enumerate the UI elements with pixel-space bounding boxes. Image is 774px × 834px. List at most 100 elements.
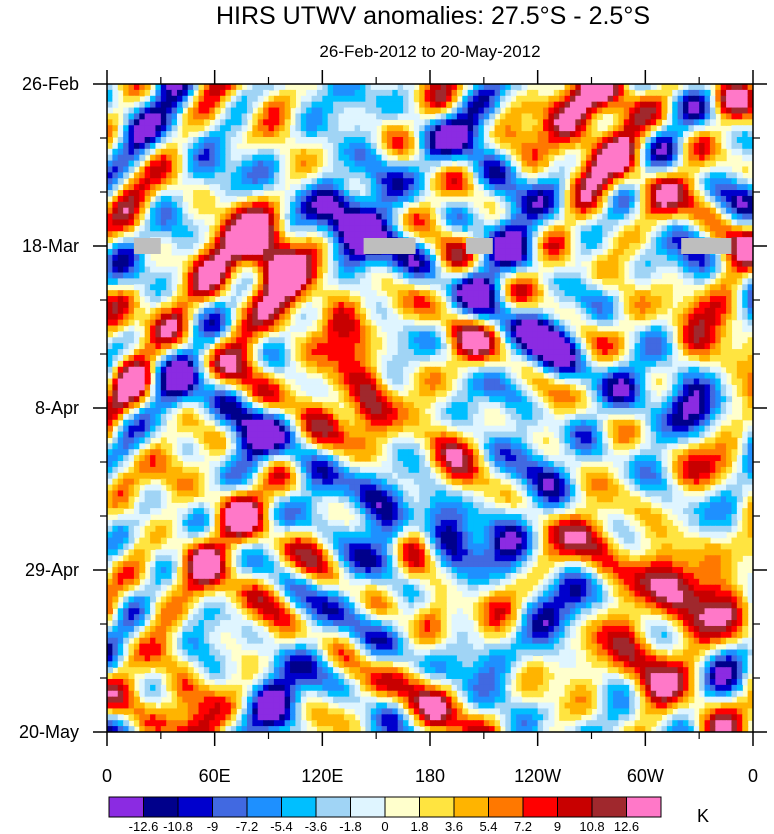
heat-cell [295, 284, 302, 291]
heat-cell [123, 190, 130, 197]
heat-cell [548, 137, 555, 144]
heat-cell [257, 231, 264, 238]
heat-cell [128, 290, 135, 297]
heat-cell [499, 254, 506, 262]
heat-cell [381, 219, 388, 226]
heat-cell [203, 319, 210, 327]
heat-cell [683, 84, 689, 91]
heat-cell [290, 254, 297, 262]
heat-cell [693, 296, 700, 303]
heat-cell [532, 190, 539, 197]
heat-cell [284, 213, 291, 221]
heat-cell [376, 254, 383, 262]
heat-cell [435, 178, 442, 185]
heat-cell [656, 101, 663, 109]
heat-cell [241, 89, 248, 97]
heat-cell [241, 325, 248, 333]
heat-cell [381, 231, 388, 238]
heat-cell [559, 237, 566, 244]
heat-cell [634, 254, 641, 262]
heat-cell [532, 231, 539, 238]
heat-cell [279, 337, 286, 344]
heat-cell [709, 178, 716, 185]
heat-cell [575, 201, 582, 209]
heat-cell [683, 213, 689, 221]
heat-cell [709, 131, 716, 138]
heat-cell [295, 301, 302, 309]
heat-cell [327, 148, 334, 156]
heat-cell [613, 290, 620, 297]
heat-cell [613, 260, 620, 268]
heat-cell [365, 349, 372, 356]
heat-cell [311, 125, 318, 132]
heat-cell [360, 307, 366, 315]
heat-cell [295, 266, 302, 274]
heat-cell [316, 95, 323, 103]
heat-cell [360, 172, 366, 179]
heat-cell [220, 119, 227, 126]
heat-cell [607, 354, 614, 362]
heat-cell [677, 137, 684, 144]
heat-cell [591, 195, 598, 203]
heat-cell [381, 95, 388, 103]
heat-cell [456, 254, 463, 262]
heat-cell [112, 201, 119, 209]
heat-cell [521, 296, 528, 303]
heat-cell [693, 266, 700, 274]
heat-cell [607, 84, 614, 91]
heat-cell [257, 148, 264, 156]
heat-cell [166, 301, 173, 309]
heat-cell [559, 195, 566, 203]
heat-cell [629, 95, 636, 103]
heat-cell [290, 125, 297, 132]
heat-cell [252, 119, 259, 126]
heat-cell [182, 219, 189, 226]
heat-cell [639, 254, 646, 262]
heat-cell [532, 137, 539, 144]
heat-cell [300, 278, 307, 285]
heat-cell [198, 125, 205, 132]
heat-cell [160, 313, 167, 321]
heat-cell [613, 201, 620, 209]
heat-cell [586, 337, 593, 344]
heat-cell [241, 225, 248, 232]
heat-cell [419, 89, 426, 97]
heat-cell [715, 290, 722, 297]
heat-cell [564, 266, 571, 274]
heat-cell [483, 178, 490, 185]
heat-cell [376, 307, 383, 315]
heat-cell [569, 178, 576, 185]
heat-cell [144, 89, 151, 97]
heat-cell [338, 296, 345, 303]
heat-cell [354, 319, 361, 327]
heat-cell [236, 237, 243, 244]
heat-cell [123, 166, 130, 173]
heat-cell [677, 266, 684, 274]
heat-cell [430, 154, 436, 162]
heat-cell [193, 160, 200, 168]
heat-cell [284, 195, 291, 203]
heat-cell [295, 225, 302, 232]
heat-cell [564, 125, 571, 132]
heat-cell [715, 190, 722, 197]
heat-cell [677, 301, 684, 309]
heat-cell [424, 95, 431, 103]
heat-cell [521, 84, 528, 91]
heat-cell [150, 207, 157, 215]
heat-cell [537, 172, 544, 179]
heat-cell [187, 125, 194, 132]
heat-cell [117, 195, 124, 203]
heat-cell [214, 313, 221, 321]
heat-cell [268, 325, 275, 333]
heat-cell [403, 84, 410, 91]
heat-cell [456, 343, 463, 350]
heat-cell [360, 125, 366, 132]
heat-cell [456, 119, 463, 126]
heat-cell [333, 125, 340, 132]
heat-cell [241, 307, 248, 315]
heat-cell [338, 137, 345, 144]
heat-cell [176, 89, 183, 97]
heat-cell [699, 160, 706, 168]
heat-cell [580, 125, 587, 132]
heat-cell [133, 95, 140, 103]
